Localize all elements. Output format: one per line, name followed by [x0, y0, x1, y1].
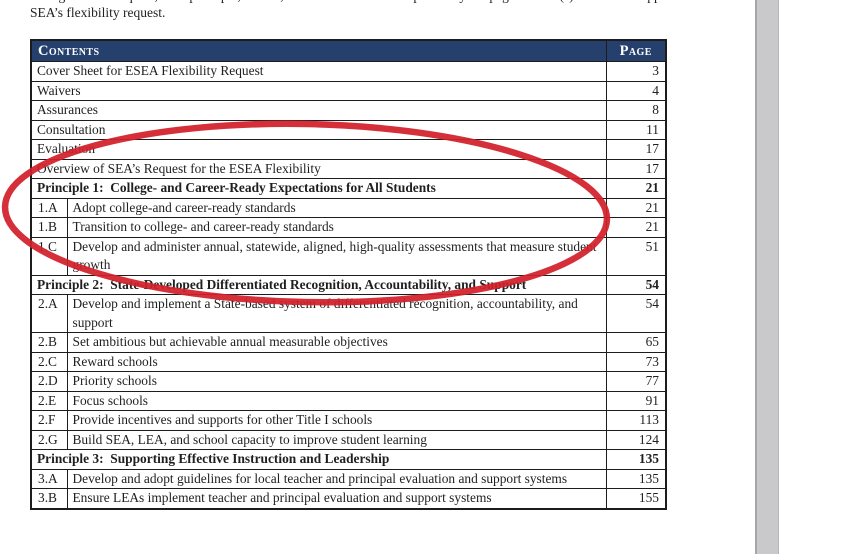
- row-title: Transition to college- and career-ready …: [66, 217, 607, 238]
- toc-row: 3.A Develop and adopt guidelines for loca…: [30, 468, 667, 489]
- row-title: Principle 3: Supporting Effective Instru…: [30, 449, 607, 470]
- toc-row: 1.A Adopt college-and career-ready standa…: [30, 197, 667, 218]
- row-code: 2.C: [30, 351, 68, 372]
- contents-header-cell: Contents: [30, 39, 607, 62]
- row-title: Reward schools: [66, 351, 607, 372]
- row-code: 2.E: [30, 390, 68, 411]
- row-code: 1.B: [30, 217, 68, 238]
- intro-paragraph: throughout this request, each principle,…: [30, 0, 770, 21]
- row-title: Overview of SEA’s Request for the ESEA F…: [30, 158, 607, 179]
- toc-row: Cover Sheet for ESEA Flexibility Request…: [30, 61, 667, 82]
- row-page-number: 155: [605, 488, 667, 509]
- row-page-number: 3: [605, 61, 667, 82]
- toc-header-row: Contents Page: [30, 39, 667, 62]
- row-code: 1.C: [30, 236, 68, 276]
- row-title: Principle 2: State-Developed Differentia…: [30, 274, 607, 295]
- toc-row: 2.F Provide incentives and supports for o…: [30, 410, 667, 431]
- intro-clipped-line: throughout this request, each principle,…: [30, 0, 770, 4]
- row-page-number: 113: [605, 410, 667, 431]
- row-page-number: 17: [605, 139, 667, 160]
- row-page-number: 77: [605, 371, 667, 392]
- row-title: Focus schools: [66, 390, 607, 411]
- row-page-number: 135: [605, 449, 667, 470]
- row-title: Consultation: [30, 119, 607, 140]
- row-code: 2.G: [30, 429, 68, 450]
- toc-row: Waivers 4: [30, 80, 667, 101]
- toc-row: 2.C Reward schools 73: [30, 351, 667, 372]
- row-title: Priority schools: [66, 371, 607, 392]
- row-page-number: 17: [605, 158, 667, 179]
- toc-row: 1.B Transition to college- and career-rea…: [30, 217, 667, 238]
- row-title: Cover Sheet for ESEA Flexibility Request: [30, 61, 607, 82]
- row-code: 2.D: [30, 371, 68, 392]
- row-title: Waivers: [30, 80, 607, 101]
- row-page-number: 21: [605, 217, 667, 238]
- row-code: 2.A: [30, 294, 68, 333]
- toc-row: 1.C Develop and administer annual, statew…: [30, 236, 667, 276]
- intro-line: SEA’s flexibility request.: [30, 5, 166, 20]
- toc-row: 2.B Set ambitious but achievable annual m…: [30, 332, 667, 353]
- row-page-number: 65: [605, 332, 667, 353]
- toc-row: Evaluation 17: [30, 139, 667, 160]
- row-title: Develop and administer annual, statewide…: [66, 236, 607, 276]
- toc-row: Overview of SEA’s Request for the ESEA F…: [30, 158, 667, 179]
- row-page-number: 21: [605, 197, 667, 218]
- row-page-number: 124: [605, 429, 667, 450]
- row-title: Build SEA, LEA, and school capacity to i…: [66, 429, 607, 450]
- toc-row: Principle 2: State-Developed Differentia…: [30, 274, 667, 295]
- row-code: 1.A: [30, 197, 68, 218]
- row-page-number: 11: [605, 119, 667, 140]
- toc-row: 3.B Ensure LEAs implement teacher and pri…: [30, 488, 667, 509]
- toc-row: Principle 1: College- and Career-Ready E…: [30, 178, 667, 199]
- toc-table: Contents Page Cover Sheet for ESEA Flexi…: [30, 39, 667, 510]
- row-code: 3.A: [30, 468, 68, 489]
- row-code: 3.B: [30, 488, 68, 509]
- row-page-number: 73: [605, 351, 667, 372]
- row-page-number: 54: [605, 274, 667, 295]
- toc-row: Principle 3: Supporting Effective Instru…: [30, 449, 667, 470]
- row-title: Set ambitious but achievable annual meas…: [66, 332, 607, 353]
- row-title: Develop and implement a State-based syst…: [66, 294, 607, 333]
- row-page-number: 4: [605, 80, 667, 101]
- row-page-number: 135: [605, 468, 667, 489]
- right-gutter-strip: [755, 0, 779, 554]
- row-page-number: 8: [605, 100, 667, 121]
- row-title: Adopt college-and career-ready standards: [66, 197, 607, 218]
- row-page-number: 51: [605, 236, 667, 276]
- row-page-number: 54: [605, 294, 667, 333]
- toc-row: 2.A Develop and implement a State-based s…: [30, 294, 667, 333]
- toc-row: 2.G Build SEA, LEA, and school capacity t…: [30, 429, 667, 450]
- row-page-number: 21: [605, 178, 667, 199]
- row-code: 2.F: [30, 410, 68, 431]
- page-header-cell: Page: [605, 39, 667, 62]
- row-title: Principle 1: College- and Career-Ready E…: [30, 178, 607, 199]
- row-code: 2.B: [30, 332, 68, 353]
- toc-row: Assurances 8: [30, 100, 667, 121]
- toc-row: 2.D Priority schools 77: [30, 371, 667, 392]
- toc-row: Consultation 11: [30, 119, 667, 140]
- row-title: Provide incentives and supports for othe…: [66, 410, 607, 431]
- row-title: Develop and adopt guidelines for local t…: [66, 468, 607, 489]
- row-title: Assurances: [30, 100, 607, 121]
- row-page-number: 91: [605, 390, 667, 411]
- toc-row: 2.E Focus schools 91: [30, 390, 667, 411]
- row-title: Ensure LEAs implement teacher and princi…: [66, 488, 607, 509]
- row-title: Evaluation: [30, 139, 607, 160]
